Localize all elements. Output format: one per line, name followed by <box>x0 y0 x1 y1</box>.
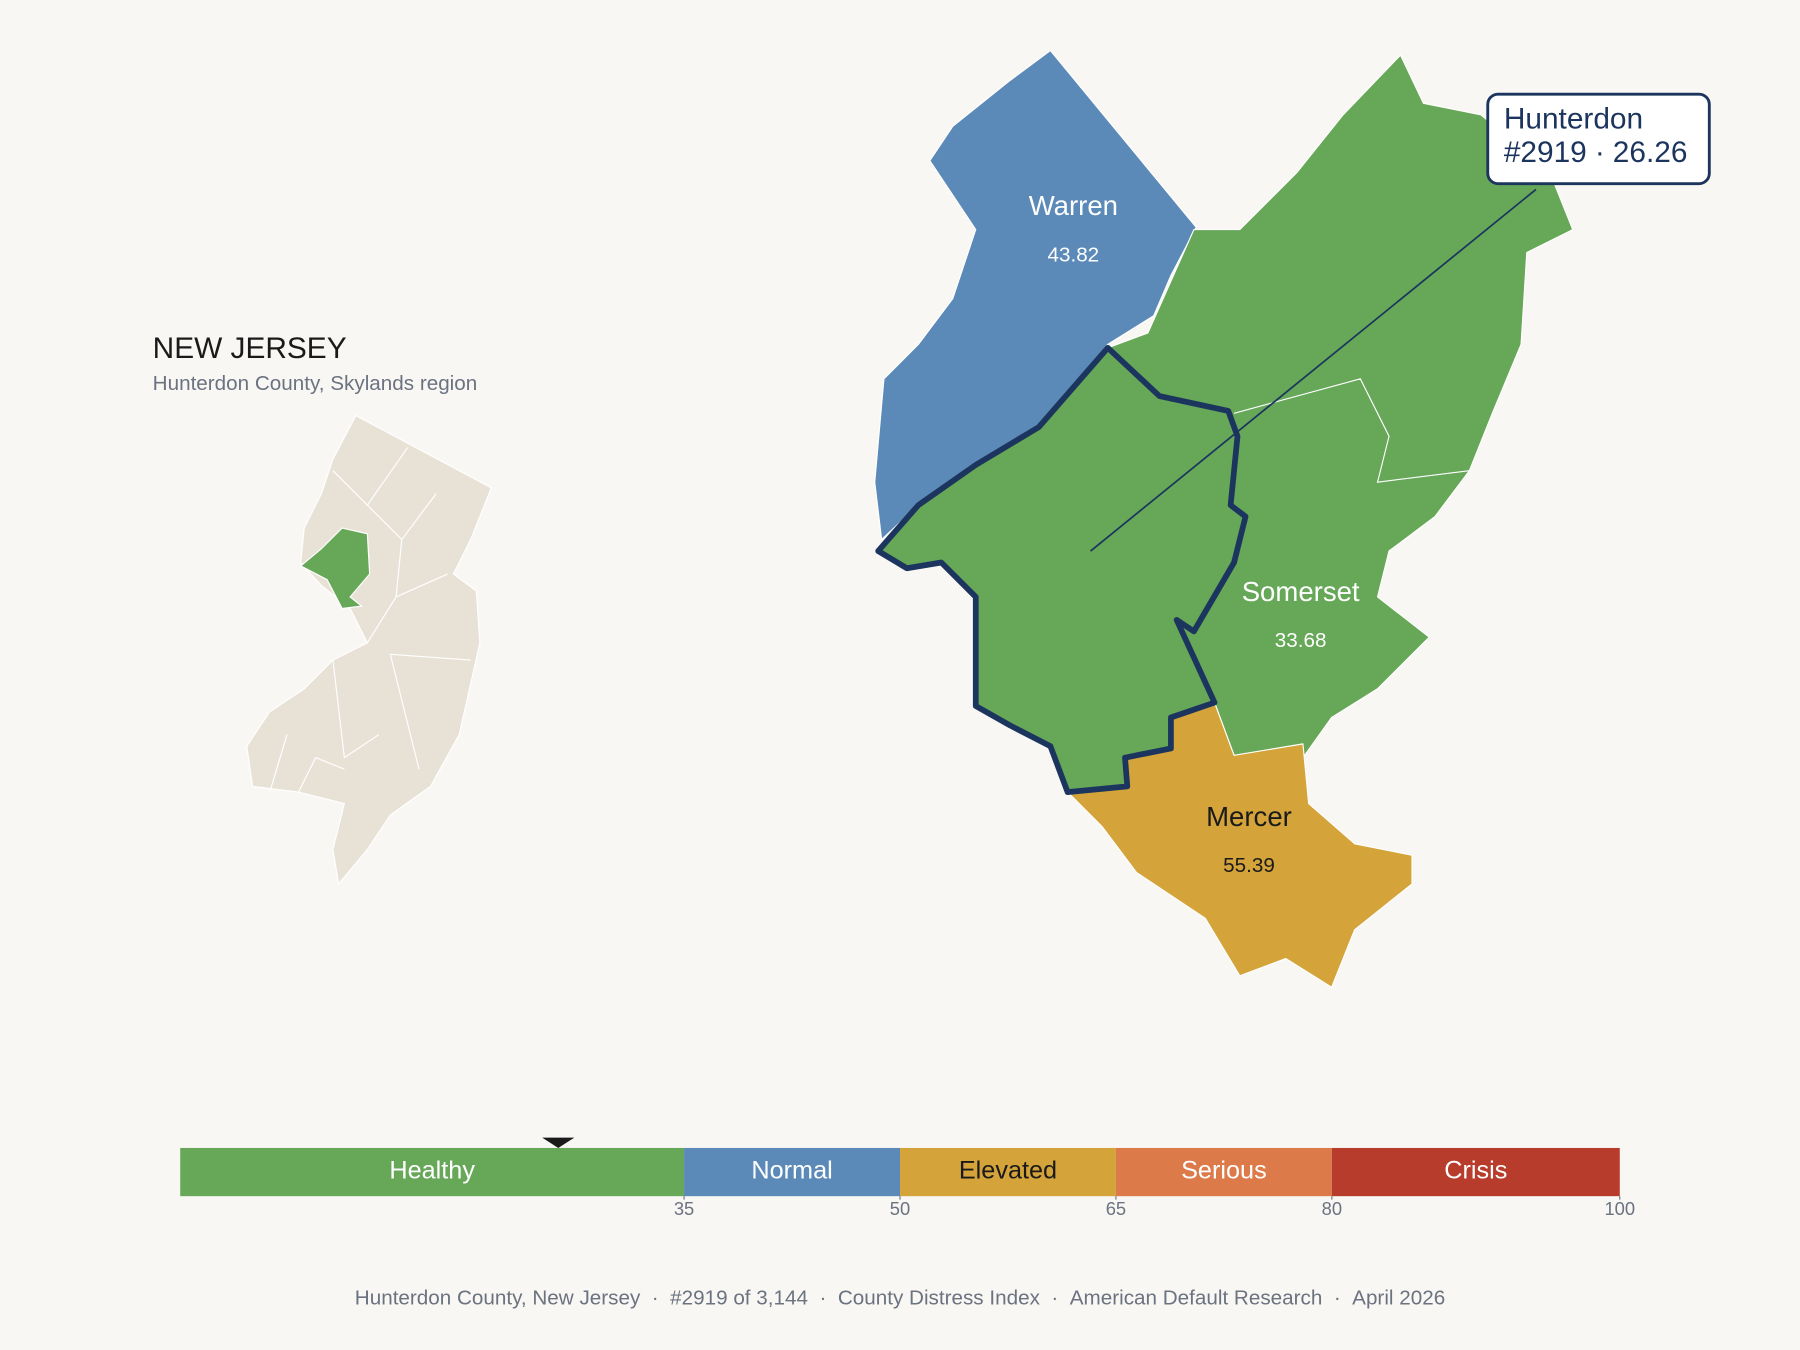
footer-item: #2919 of 3,144 <box>670 1287 808 1310</box>
inset-borders <box>269 447 471 793</box>
scale-band <box>1115 1147 1332 1197</box>
county-map: Warren 43.82 Somerset 33.68 Mercer 55.39 Hunte… <box>874 49 1711 988</box>
pointer <box>542 1137 575 1148</box>
band-label: Elevated <box>959 1157 1057 1185</box>
distress-scale: Healthy Normal Elevated Serious Crisis 35 50 65… <box>180 1137 1635 1219</box>
callout-name: Hunterdon <box>1504 102 1643 135</box>
footer-separator: · <box>652 1287 659 1310</box>
footer-item: American Default Research <box>1070 1287 1323 1310</box>
band-label: Serious <box>1181 1157 1267 1185</box>
band-label: Crisis <box>1444 1157 1507 1185</box>
county <box>874 49 1197 541</box>
footer: Hunterdon County, New Jersey · #2919 of 3,… <box>355 1287 1445 1310</box>
county-name: Warren <box>1029 190 1118 221</box>
county-border <box>1233 378 1470 483</box>
callout-separator: · <box>1595 136 1605 169</box>
callout-detail: #2919 · 26.26 <box>1504 136 1688 169</box>
county-value: 43.82 <box>1047 243 1099 266</box>
title: NEW JERSEY <box>153 332 347 365</box>
tick-label: 50 <box>890 1198 910 1219</box>
band-label: Normal <box>751 1157 832 1185</box>
tick-label: 65 <box>1106 1198 1126 1219</box>
scale-band <box>180 1147 685 1197</box>
subtitle: Hunterdon County, Skylands region <box>153 372 478 395</box>
footer-separator: · <box>819 1287 826 1310</box>
callout-value: 26.26 <box>1613 136 1688 169</box>
county-value: 33.68 <box>1275 629 1327 652</box>
county-name: Mercer <box>1206 801 1292 832</box>
footer-item: April 2026 <box>1352 1287 1445 1310</box>
tick-label: 35 <box>674 1198 694 1219</box>
inset-county <box>299 527 371 610</box>
footer-item: County Distress Index <box>838 1287 1041 1310</box>
scale-band <box>684 1147 900 1197</box>
county <box>875 344 1249 795</box>
tick-label: 80 <box>1322 1198 1342 1219</box>
footer-separator: · <box>1334 1287 1341 1310</box>
band-label: Healthy <box>389 1157 475 1185</box>
tick-label: 100 <box>1604 1198 1635 1219</box>
county-name: Somerset <box>1242 576 1360 607</box>
callout-box <box>1486 92 1711 186</box>
scale-band <box>1331 1147 1620 1197</box>
callout-rank: #2919 <box>1504 136 1587 169</box>
scale-band <box>900 1147 1116 1197</box>
leader-line <box>1090 188 1537 552</box>
footer-item: Hunterdon County, New Jersey <box>355 1287 641 1310</box>
county-value: 55.39 <box>1223 854 1275 877</box>
footer-separator: · <box>1051 1287 1058 1310</box>
